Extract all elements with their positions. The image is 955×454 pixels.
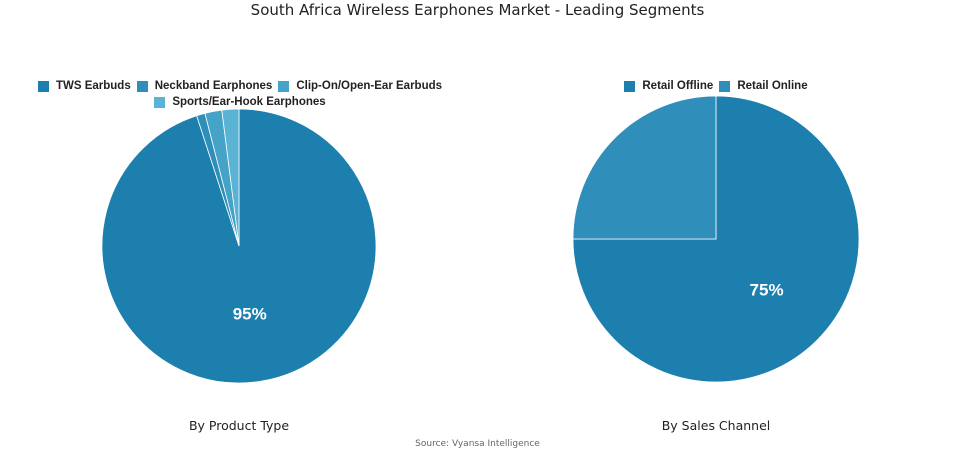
legend-label: Retail Online bbox=[737, 80, 808, 92]
legend-swatch bbox=[278, 80, 290, 92]
pie-slice-retail-offline[interactable] bbox=[572, 95, 860, 383]
legend-item[interactable]: Sports/Ear-Hook Earphones bbox=[154, 96, 326, 108]
data-label: 95% bbox=[233, 305, 267, 324]
legend-item[interactable]: TWS Earbuds bbox=[37, 80, 131, 92]
legend-swatch bbox=[624, 80, 636, 92]
legend-label: Neckband Earphones bbox=[154, 80, 273, 92]
legend-swatch bbox=[154, 96, 166, 108]
pie-slice-retail-online[interactable] bbox=[572, 95, 717, 240]
legend-swatch bbox=[37, 80, 49, 92]
legend-swatch bbox=[136, 80, 148, 92]
legend-item[interactable]: Retail Offline bbox=[624, 80, 713, 92]
legend-sales-channel: Retail Offline Retail Online bbox=[566, 80, 866, 92]
legend-swatch bbox=[719, 80, 731, 92]
data-label: 75% bbox=[750, 281, 784, 300]
subtitle-sales-channel: By Sales Channel bbox=[661, 418, 771, 433]
source-note: Source: Vyansa Intelligence bbox=[415, 439, 540, 449]
legend-item[interactable]: Clip-On/Open-Ear Earbuds bbox=[278, 80, 442, 92]
legend-label: Retail Offline bbox=[642, 80, 714, 92]
pie-slice-sports-ear-hook-earphones[interactable] bbox=[221, 108, 240, 247]
legend-product-type: TWS Earbuds Neckband Earphones Clip-On/Ope… bbox=[30, 80, 450, 108]
legend-item[interactable]: Retail Online bbox=[719, 80, 808, 92]
subtitle-product-type: By Product Type bbox=[188, 418, 290, 433]
legend-item[interactable]: Neckband Earphones bbox=[136, 80, 273, 92]
legend-label: Clip-On/Open-Ear Earbuds bbox=[296, 80, 443, 92]
legend-label: Sports/Ear-Hook Earphones bbox=[172, 96, 326, 108]
chart-title: South Africa Wireless Earphones Market -… bbox=[250, 1, 705, 19]
legend-label: TWS Earbuds bbox=[55, 80, 131, 92]
